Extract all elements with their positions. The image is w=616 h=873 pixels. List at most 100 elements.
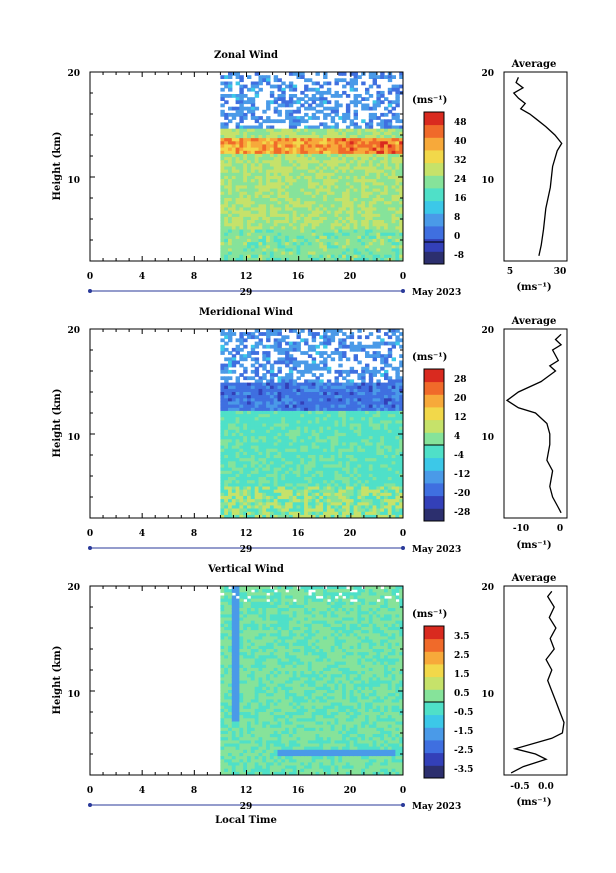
heat-cell xyxy=(376,150,381,155)
heat-cell xyxy=(292,94,298,98)
x-tick-label: 8 xyxy=(191,272,197,282)
heat-cell xyxy=(345,398,351,403)
heat-cell xyxy=(281,147,286,152)
heat-cell xyxy=(220,492,225,497)
colorbar-tick: 20 xyxy=(454,394,467,404)
heat-cell xyxy=(296,194,301,199)
heat-cell xyxy=(307,106,313,111)
heat-cell xyxy=(258,188,263,193)
heat-cell xyxy=(372,388,377,393)
average-title: Average xyxy=(511,316,557,327)
heat-cell xyxy=(224,84,229,89)
heat-cell xyxy=(247,483,252,488)
heat-cell xyxy=(247,172,252,177)
heat-cell xyxy=(296,436,301,440)
heat-cell xyxy=(357,439,362,444)
heat-cell xyxy=(349,480,355,484)
heat-cell xyxy=(361,464,366,469)
heat-cell xyxy=(399,499,403,503)
heat-cell xyxy=(365,445,370,450)
heat-cell xyxy=(269,163,275,168)
heat-cell xyxy=(384,106,389,111)
heat-cell xyxy=(319,122,324,127)
heat-cell xyxy=(349,87,355,92)
heat-cell xyxy=(330,385,336,390)
average-title: Average xyxy=(511,59,557,70)
heat-cell xyxy=(296,369,301,374)
heat-cell xyxy=(288,163,294,168)
heat-cell xyxy=(319,410,324,415)
heat-cell xyxy=(304,182,309,187)
heat-cell xyxy=(338,226,343,231)
heat-cell xyxy=(304,213,309,218)
heat-cell xyxy=(304,432,309,437)
heat-cell xyxy=(342,395,347,399)
heat-cell xyxy=(277,135,282,139)
heat-cell xyxy=(338,344,343,349)
heat-cell xyxy=(281,347,286,352)
heat-cell xyxy=(345,223,351,227)
heat-cell xyxy=(361,238,366,243)
heat-cell xyxy=(399,198,403,202)
heat-cell xyxy=(323,417,328,421)
heat-cell xyxy=(281,226,286,231)
heat-cell xyxy=(239,335,244,340)
heat-cell xyxy=(273,207,279,212)
heat-cell xyxy=(391,366,396,371)
heat-cell xyxy=(380,511,385,516)
heat-cell xyxy=(247,486,252,491)
colorbar-tick: 4 xyxy=(454,432,460,442)
heat-cell xyxy=(349,426,355,431)
heat-cell xyxy=(387,451,393,456)
heat-cell xyxy=(323,511,328,516)
heat-cell xyxy=(353,502,358,507)
heat-cell xyxy=(250,335,256,340)
heat-cell xyxy=(273,423,279,428)
heat-cell xyxy=(311,128,317,133)
heat-cell xyxy=(326,207,332,212)
heat-cell xyxy=(254,341,260,346)
heat-cell xyxy=(262,461,267,466)
heat-cell xyxy=(262,417,267,421)
heat-cell xyxy=(342,72,347,76)
heat-cell xyxy=(311,87,317,92)
heat-cell xyxy=(250,388,256,393)
heat-cell xyxy=(235,223,240,227)
heat-cell xyxy=(368,188,374,193)
heat-cell xyxy=(281,166,286,171)
heat-cell xyxy=(349,144,355,149)
heat-cell xyxy=(323,138,328,142)
heat-cell xyxy=(243,499,248,503)
heat-cell xyxy=(281,388,286,393)
heat-cell xyxy=(311,429,317,434)
heat-cell xyxy=(235,458,240,462)
heat-cell xyxy=(235,147,240,152)
heat-cell xyxy=(247,131,252,136)
heat-cell xyxy=(391,467,396,472)
heat-cell xyxy=(300,385,305,390)
heat-cell xyxy=(239,112,244,117)
heat-cell xyxy=(391,84,396,89)
heat-cell xyxy=(285,341,290,346)
heat-cell xyxy=(224,172,229,177)
heat-cell xyxy=(387,182,393,187)
heat-cell xyxy=(323,226,328,231)
heat-cell xyxy=(273,254,279,259)
heat-cell xyxy=(239,429,244,434)
heat-cell xyxy=(300,245,305,250)
heat-cell xyxy=(368,216,374,221)
heat-cell xyxy=(307,473,313,478)
heat-cell xyxy=(243,420,248,425)
heat-cell xyxy=(387,407,393,412)
heat-cell xyxy=(281,150,286,155)
heat-cell xyxy=(365,153,370,158)
heat-cell xyxy=(372,254,377,259)
heat-cell xyxy=(368,179,374,183)
heat-cell xyxy=(224,179,229,183)
heat-cell xyxy=(292,100,298,105)
heat-cell xyxy=(368,467,374,472)
heat-cell xyxy=(353,172,358,177)
heat-cell xyxy=(361,369,366,374)
heat-cell xyxy=(399,147,403,152)
heat-cell xyxy=(323,223,328,227)
